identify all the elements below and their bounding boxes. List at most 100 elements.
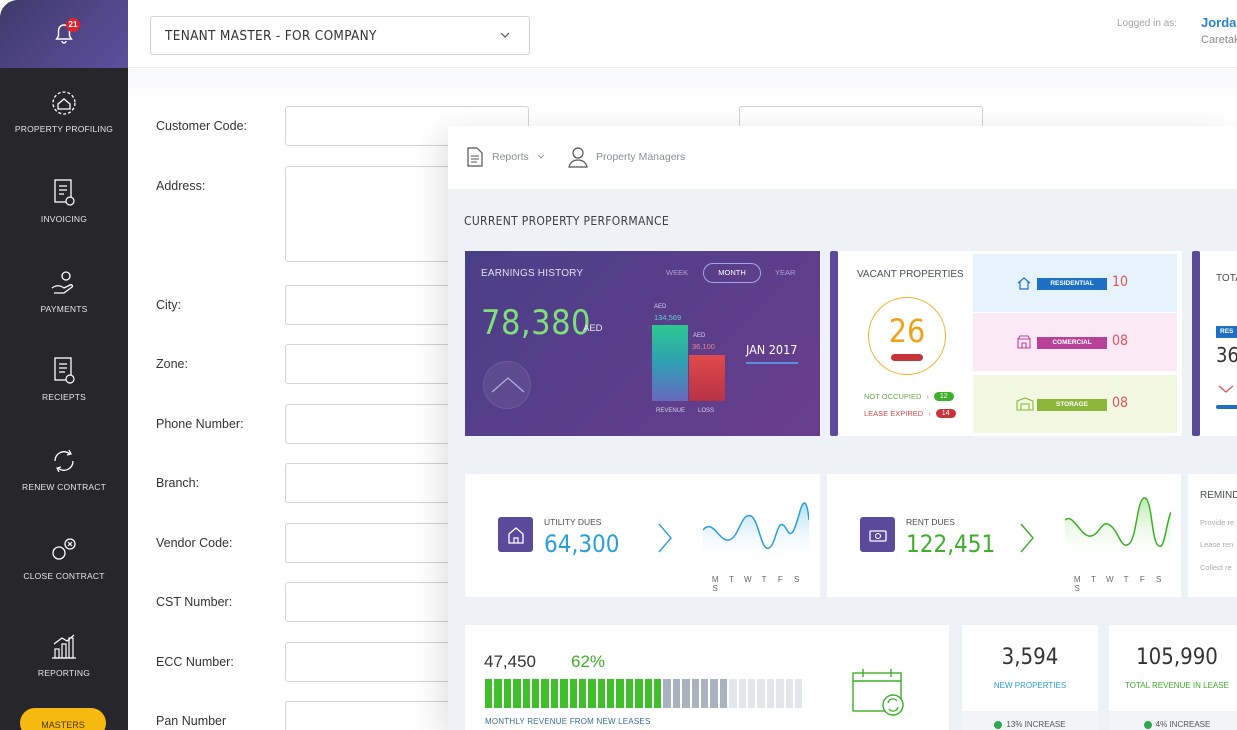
vacant-title: VACANT PROPERTIES (857, 269, 964, 280)
rent-value: 122,451 (906, 530, 996, 558)
chart-icon (52, 634, 76, 659)
progress-segment (682, 679, 690, 708)
progress-segment (747, 679, 756, 708)
progress-segment (541, 679, 549, 708)
reminder-item[interactable]: Lease ren (1200, 540, 1234, 549)
progress-segment (776, 679, 784, 708)
reminder-item[interactable]: Collect re (1200, 563, 1232, 572)
new-properties-footer: 13% INCREASE (962, 711, 1098, 730)
total-revenue-footer: 4% INCREASE (1109, 711, 1237, 730)
chevron-down-icon (1218, 385, 1234, 393)
notification-area[interactable]: 21 (0, 0, 128, 68)
chevron-right-icon[interactable] (655, 522, 675, 554)
vacant-indicator (891, 354, 923, 361)
earnings-period[interactable]: JAN 2017 (746, 342, 798, 357)
total-title: TOTA (1216, 273, 1237, 284)
progress-segment (597, 679, 606, 708)
card-accent (1192, 251, 1200, 436)
progress-segment (578, 679, 587, 708)
utility-days: M T W T F SS (711, 575, 800, 593)
sidebar-item-invoicing[interactable]: INVOICING (0, 178, 128, 224)
progress-segment (531, 679, 540, 708)
cst-number-label: CST Number: (156, 595, 233, 609)
earnings-toggle[interactable] (483, 361, 531, 409)
document-icon (467, 147, 483, 167)
increase-text: 13% INCREASE (1006, 720, 1066, 729)
chevron-right-icon[interactable] (1017, 522, 1037, 554)
revenue-currency: AED (654, 304, 667, 310)
increase-icon (1143, 720, 1152, 729)
progress-segment (654, 679, 662, 708)
section-title: CURRENT PROPERTY PERFORMANCE (464, 214, 670, 228)
residential-tag: RESIDENTIAL (1037, 278, 1107, 290)
user-name[interactable]: Jordan (1201, 15, 1237, 30)
residential-row[interactable]: RESIDENTIAL 10 (973, 254, 1177, 312)
close-contract-icon (52, 538, 76, 560)
earnings-title: EARNINGS HISTORY (481, 268, 584, 279)
property-managers-label: Property Managers (596, 151, 686, 163)
reports-menu[interactable]: Reports (466, 146, 545, 168)
sidebar-item-renew-contract[interactable]: RENEW CONTRACT (0, 446, 128, 492)
sidebar-item-label: RECIEPTS (41, 392, 87, 402)
sidebar-item-payments[interactable]: PAYMENTS (0, 268, 128, 314)
revenue-progress-bar (485, 679, 803, 708)
sidebar-item-receipts[interactable]: RECIEPTS (0, 356, 128, 402)
masters-button[interactable]: MASTERS (20, 708, 106, 730)
sidebar-item-property-profiling[interactable]: PROPERTY PROFILING (0, 88, 128, 134)
rent-icon (860, 517, 895, 552)
loss-label: LOSS (698, 408, 715, 414)
commercial-row[interactable]: COMERCIAL 08 (973, 313, 1177, 371)
rent-sparkline (1065, 497, 1171, 562)
calendar-refresh-icon[interactable] (851, 667, 907, 717)
notification-badge: 21 (66, 18, 80, 32)
commercial-tag: COMERCIAL (1037, 337, 1107, 349)
chevron-up-icon (491, 377, 525, 393)
vacant-properties-card: VACANT PROPERTIES 26 NOT OCCUPIED › 12 L… (830, 251, 1182, 436)
total-revenue-label: TOTAL REVENUE IN LEASE (1125, 681, 1229, 690)
rent-days: M T W T F SS (1073, 575, 1162, 593)
tenant-master-select[interactable]: TENANT MASTER - FOR COMPANY (150, 16, 530, 55)
utility-sparkline (703, 502, 809, 562)
sidebar-item-label: CLOSE CONTRACT (23, 571, 105, 581)
period-underline (746, 362, 798, 364)
sidebar-item-reporting[interactable]: REPORTING (0, 632, 128, 678)
utility-icon (498, 517, 533, 552)
progress-segment (494, 679, 502, 708)
not-occupied-stat[interactable]: NOT OCCUPIED › 12 (864, 392, 954, 401)
progress-segment (738, 679, 746, 708)
store-icon (1017, 335, 1031, 349)
total-revenue-card: 105,990 TOTAL REVENUE IN LEASE 4% INCREA… (1109, 625, 1237, 730)
total-properties-card: TOTA RES 36 (1192, 251, 1237, 436)
progress-segment (607, 679, 615, 708)
customer-code-label: Customer Code: (156, 119, 248, 133)
receipt-icon (54, 357, 75, 384)
rent-label: RENT DUES (906, 517, 955, 527)
lease-expired-stat[interactable]: LEASE EXPIRED › 14 (864, 409, 956, 418)
total-tag: RES (1216, 326, 1237, 338)
progress-segment (729, 679, 737, 708)
sidebar: 21 PROPERTY PROFILING INVOICING PAYMENTS… (0, 0, 128, 730)
tab-year[interactable]: YEAR (775, 268, 796, 277)
dashboard-toolbar: Reports Property Managers (448, 126, 1237, 189)
tab-month[interactable]: MONTH (703, 263, 761, 283)
earnings-value: 78,380 (481, 303, 591, 343)
increase-text: 4% INCREASE (1155, 720, 1211, 729)
rent-dues-card[interactable]: RENT DUES 122,451 M T W T F SS (827, 474, 1181, 597)
not-occupied-label: NOT OCCUPIED (864, 392, 922, 401)
revenue-label: REVENUE (656, 408, 686, 414)
loss-currency: AED (693, 333, 706, 339)
reminders-title: REMIND (1200, 490, 1237, 501)
property-managers-menu[interactable]: Property Managers (568, 146, 685, 168)
storage-row[interactable]: STORAGE 08 (973, 375, 1177, 433)
tab-week[interactable]: WEEK (666, 268, 689, 277)
progress-segment (794, 679, 803, 708)
sidebar-item-label: INVOICING (40, 214, 88, 224)
progress-segment (700, 679, 709, 708)
utility-label: UTILITY DUES (544, 517, 602, 527)
storage-count: 08 (1112, 395, 1129, 411)
tenant-select-value: TENANT MASTER - FOR COMPANY (165, 28, 377, 44)
progress-segment (785, 679, 793, 708)
sidebar-item-close-contract[interactable]: CLOSE CONTRACT (0, 535, 128, 581)
reminder-item[interactable]: Provide re (1200, 518, 1235, 527)
utility-dues-card[interactable]: UTILITY DUES 64,300 M T W T F SS (465, 474, 820, 597)
